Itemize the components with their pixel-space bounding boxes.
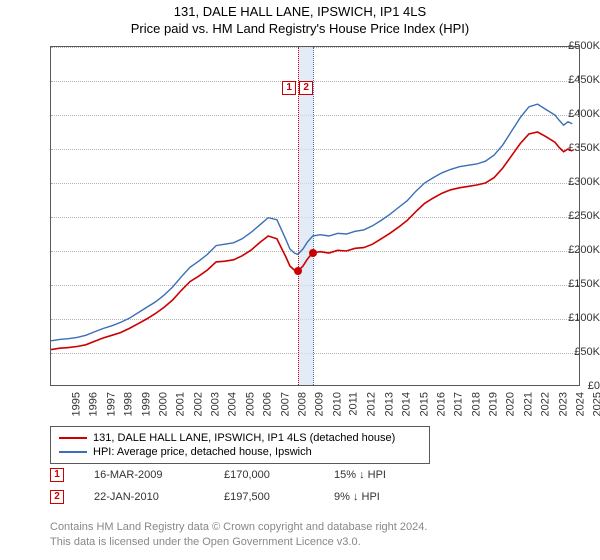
x-tick-label: 2009 xyxy=(314,392,326,416)
marker-box-2: 2 xyxy=(299,81,313,95)
x-tick-label: 2011 xyxy=(348,392,360,416)
series-line xyxy=(51,132,572,350)
legend-swatch xyxy=(59,437,87,439)
chart-title: 131, DALE HALL LANE, IPSWICH, IP1 4LS xyxy=(0,0,600,19)
sale-marker: 2 xyxy=(50,490,64,504)
x-tick-label: 1997 xyxy=(105,392,117,416)
attribution-line-1: Contains HM Land Registry data © Crown c… xyxy=(50,520,427,535)
series-line xyxy=(51,104,572,341)
legend-label: HPI: Average price, detached house, Ipsw… xyxy=(93,446,312,458)
x-tick-label: 1998 xyxy=(123,392,135,416)
x-tick-label: 2016 xyxy=(435,392,447,416)
x-tick-label: 2025 xyxy=(592,392,600,416)
sale-date: 16-MAR-2009 xyxy=(94,469,194,481)
sale-dot xyxy=(309,249,317,257)
sale-price: £170,000 xyxy=(224,469,304,481)
attribution-line-2: This data is licensed under the Open Gov… xyxy=(50,535,427,550)
legend: 131, DALE HALL LANE, IPSWICH, IP1 4LS (d… xyxy=(50,426,430,464)
x-tick-label: 1996 xyxy=(88,392,100,416)
x-tick-label: 2023 xyxy=(557,392,569,416)
sale-diff: 15% ↓ HPI xyxy=(334,469,386,481)
sale-diff: 9% ↓ HPI xyxy=(334,491,380,503)
x-tick-label: 1999 xyxy=(140,392,152,416)
legend-item: HPI: Average price, detached house, Ipsw… xyxy=(59,445,421,459)
x-tick-label: 2010 xyxy=(331,392,343,416)
x-tick-label: 2012 xyxy=(366,392,378,416)
x-tick-label: 2007 xyxy=(279,392,291,416)
x-tick-label: 2005 xyxy=(244,392,256,416)
x-tick-label: 2008 xyxy=(296,392,308,416)
x-tick-label: 2002 xyxy=(192,392,204,416)
x-tick-label: 2020 xyxy=(505,392,517,416)
x-tick-label: 2022 xyxy=(540,392,552,416)
marker-box-1: 1 xyxy=(282,81,296,95)
x-tick-label: 2006 xyxy=(262,392,274,416)
x-tick-label: 2018 xyxy=(470,392,482,416)
sale-row: 1 16-MAR-2009 £170,000 15% ↓ HPI xyxy=(50,468,386,482)
x-tick-label: 2021 xyxy=(522,392,534,416)
x-tick-label: 2004 xyxy=(227,392,239,416)
x-tick-label: 2017 xyxy=(453,392,465,416)
x-tick-label: 2003 xyxy=(210,392,222,416)
sale-row: 2 22-JAN-2010 £197,500 9% ↓ HPI xyxy=(50,490,380,504)
x-tick-label: 1995 xyxy=(70,392,82,416)
chart-subtitle: Price paid vs. HM Land Registry's House … xyxy=(0,19,600,40)
x-tick-label: 2001 xyxy=(175,392,187,416)
sale-price: £197,500 xyxy=(224,491,304,503)
x-tick-label: 2000 xyxy=(157,392,169,416)
legend-swatch xyxy=(59,451,87,453)
x-tick-label: 2013 xyxy=(383,392,395,416)
legend-item: 131, DALE HALL LANE, IPSWICH, IP1 4LS (d… xyxy=(59,431,421,445)
sale-date: 22-JAN-2010 xyxy=(94,491,194,503)
legend-label: 131, DALE HALL LANE, IPSWICH, IP1 4LS (d… xyxy=(93,432,395,444)
line-chart-svg xyxy=(51,47,581,387)
chart-marker-labels: 1 2 xyxy=(282,81,313,95)
x-tick-label: 2015 xyxy=(418,392,430,416)
sale-marker: 1 xyxy=(50,468,64,482)
x-tick-label: 2014 xyxy=(401,392,413,416)
x-tick-label: 2024 xyxy=(574,392,586,416)
attribution: Contains HM Land Registry data © Crown c… xyxy=(50,520,427,550)
x-tick-label: 2019 xyxy=(488,392,500,416)
plot-area: 1 2 xyxy=(50,46,580,386)
